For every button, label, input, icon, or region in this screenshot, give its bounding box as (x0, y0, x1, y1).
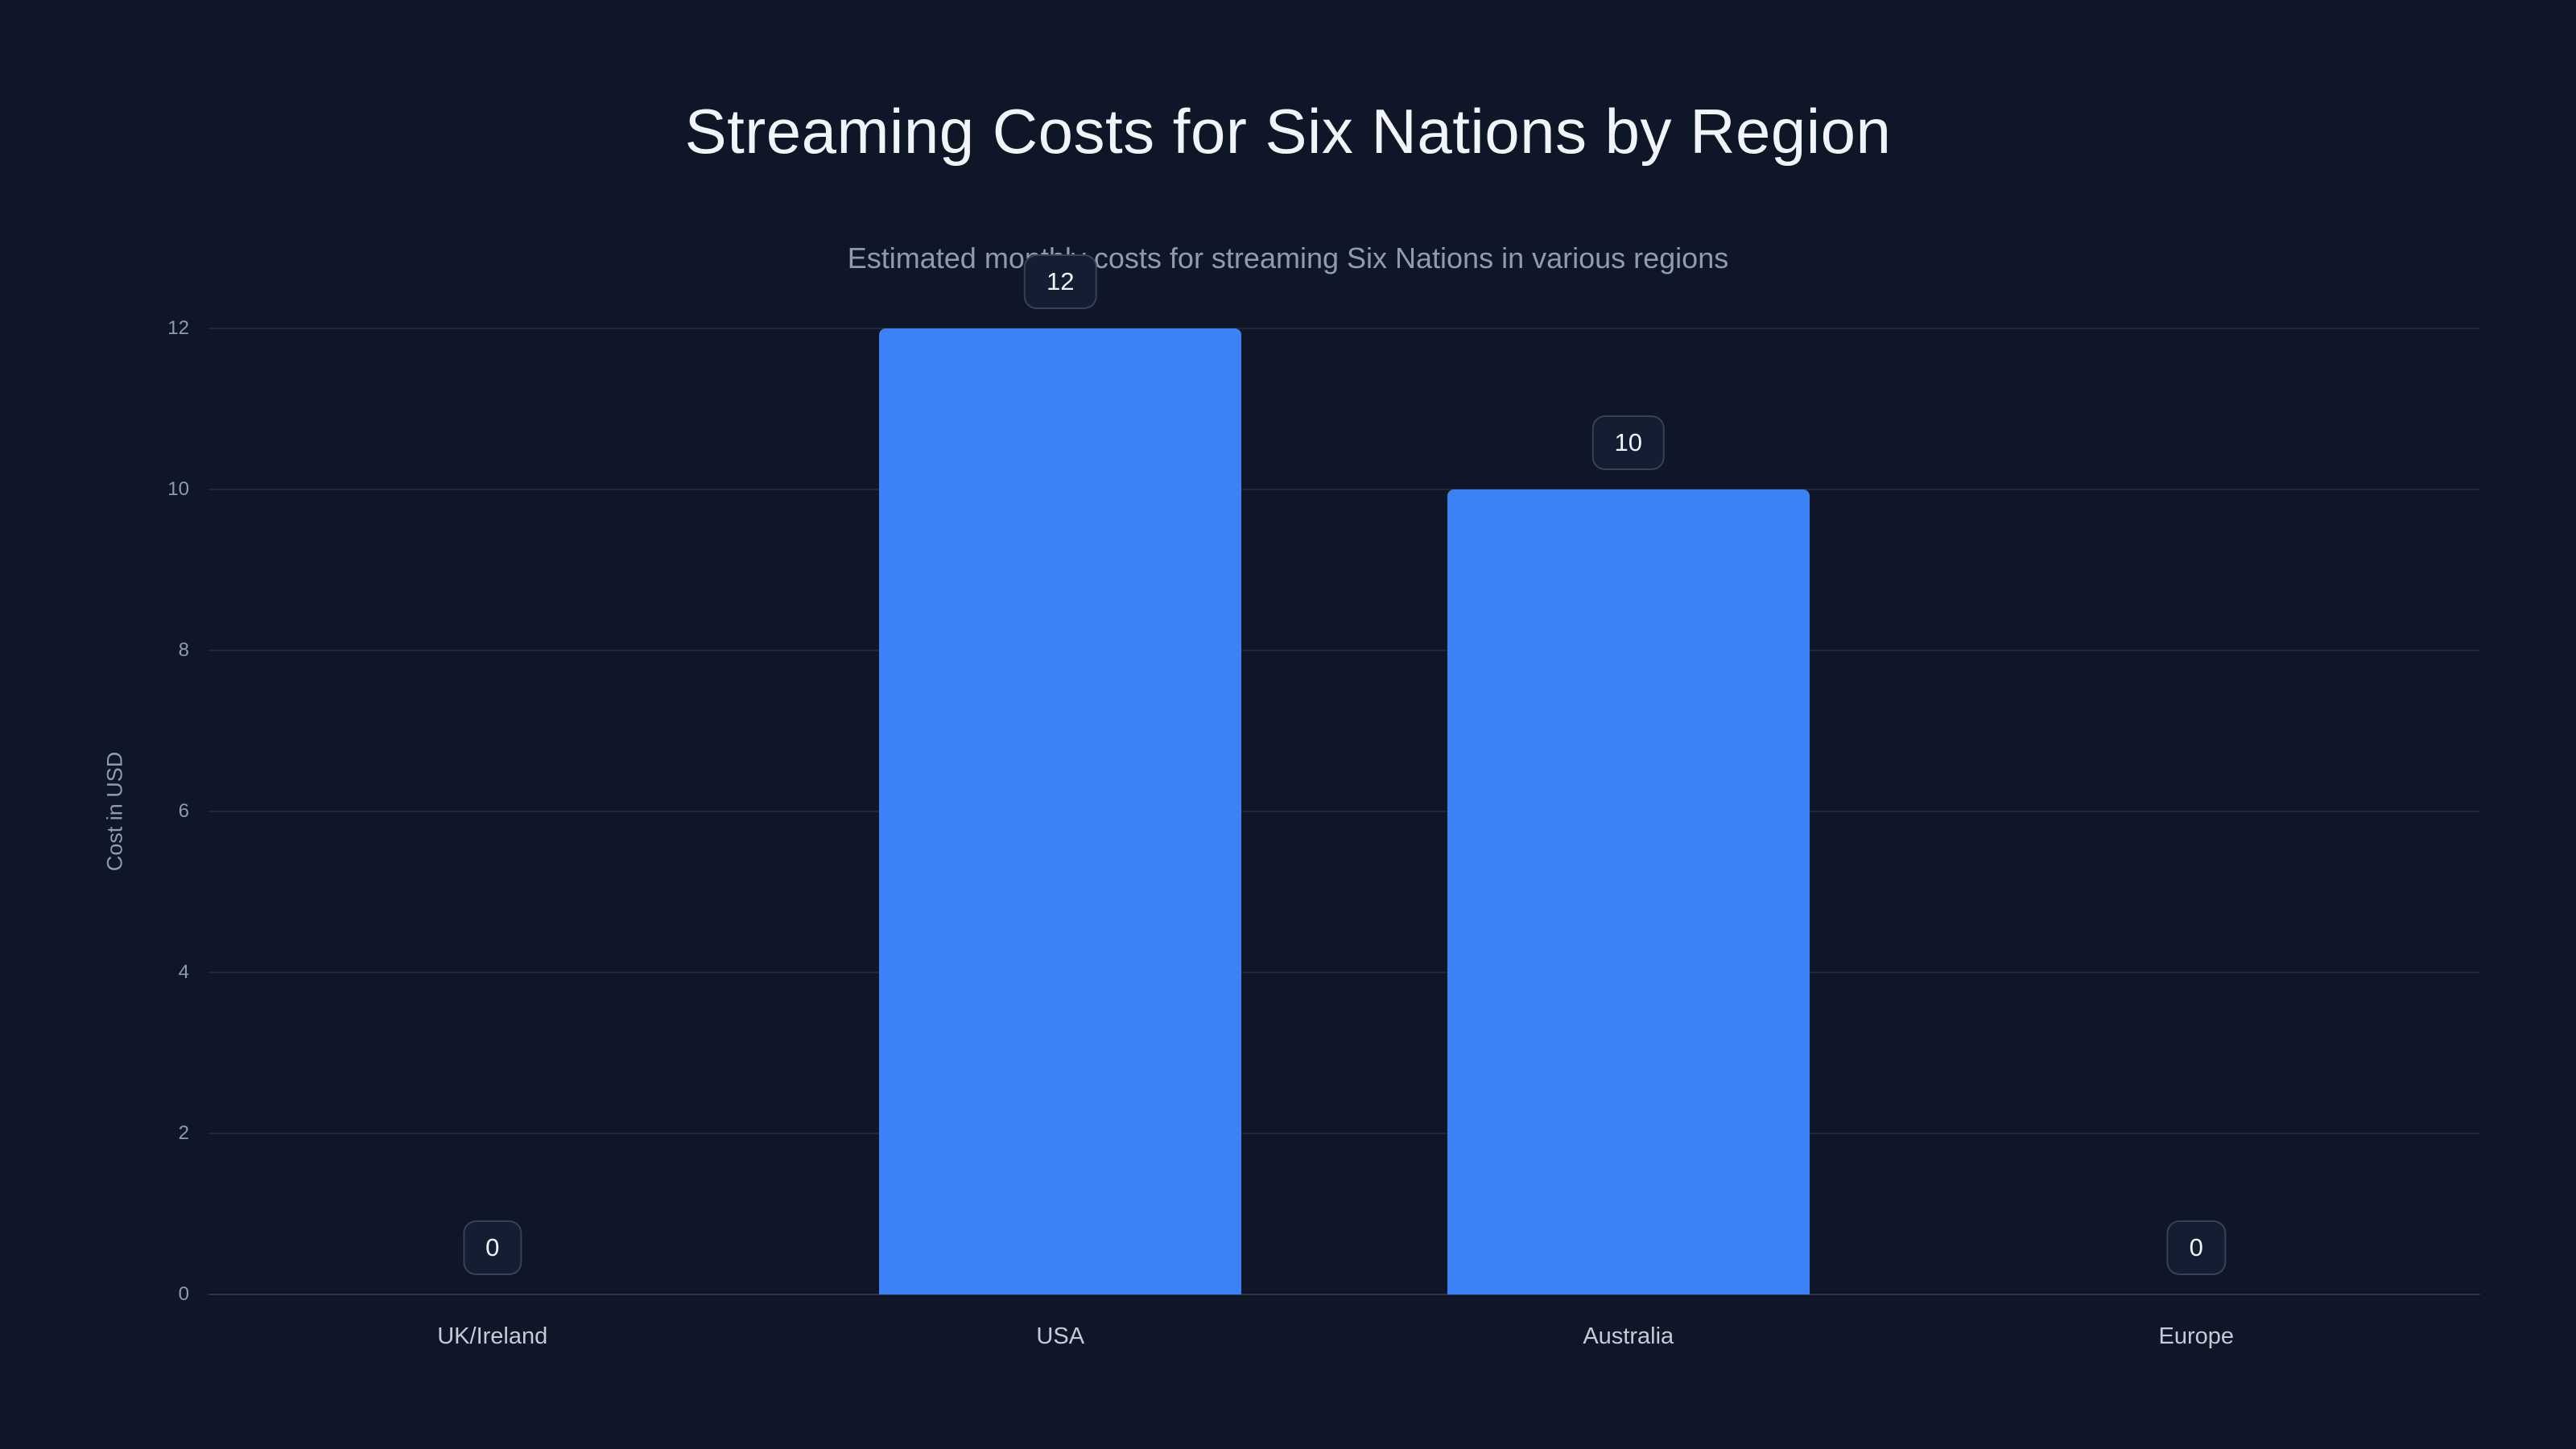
plot-area: 0 2 4 6 8 10 12 0 UK/Ireland 12 USA 10 Australia 0 Eur… (167, 254, 2480, 1349)
y-tick-label-10: 10 (167, 478, 189, 500)
y-axis-label: Cost in USD (102, 751, 127, 872)
chart-subtitle: Estimated monthly costs for streaming Si… (847, 242, 1729, 275)
gridline-y12 (208, 328, 2480, 329)
y-tick-label-8: 8 (178, 639, 189, 661)
bar-usa[interactable] (879, 328, 1242, 1294)
x-tick-label-europe: Europe (2158, 1323, 2235, 1349)
y-tick-label-0: 0 (178, 1283, 189, 1305)
value-badge-europe: 0 (2166, 1220, 2226, 1275)
gridline-y6 (208, 811, 2480, 812)
y-tick-label-6: 6 (178, 800, 189, 822)
value-badge-australia: 10 (1591, 415, 1665, 470)
chart-title: Streaming Costs for Six Nations by Regio… (684, 96, 1892, 167)
x-tick-label-australia: Australia (1583, 1323, 1674, 1349)
gridline-y8 (208, 650, 2480, 651)
x-tick-label-uk-ireland: UK/Ireland (437, 1323, 548, 1349)
y-tick-label-4: 4 (178, 961, 189, 983)
gridline-y2 (208, 1133, 2480, 1134)
y-tick-label-2: 2 (178, 1122, 189, 1144)
gridline-y10 (208, 489, 2480, 490)
gridline-y0 (208, 1294, 2480, 1295)
value-badge-usa: 12 (1024, 254, 1097, 309)
gridline-y4 (208, 972, 2480, 973)
value-badge-uk-ireland: 0 (463, 1220, 522, 1275)
x-tick-label-usa: USA (1036, 1323, 1085, 1349)
y-tick-label-12: 12 (167, 317, 189, 339)
bar-australia[interactable] (1447, 489, 1810, 1294)
